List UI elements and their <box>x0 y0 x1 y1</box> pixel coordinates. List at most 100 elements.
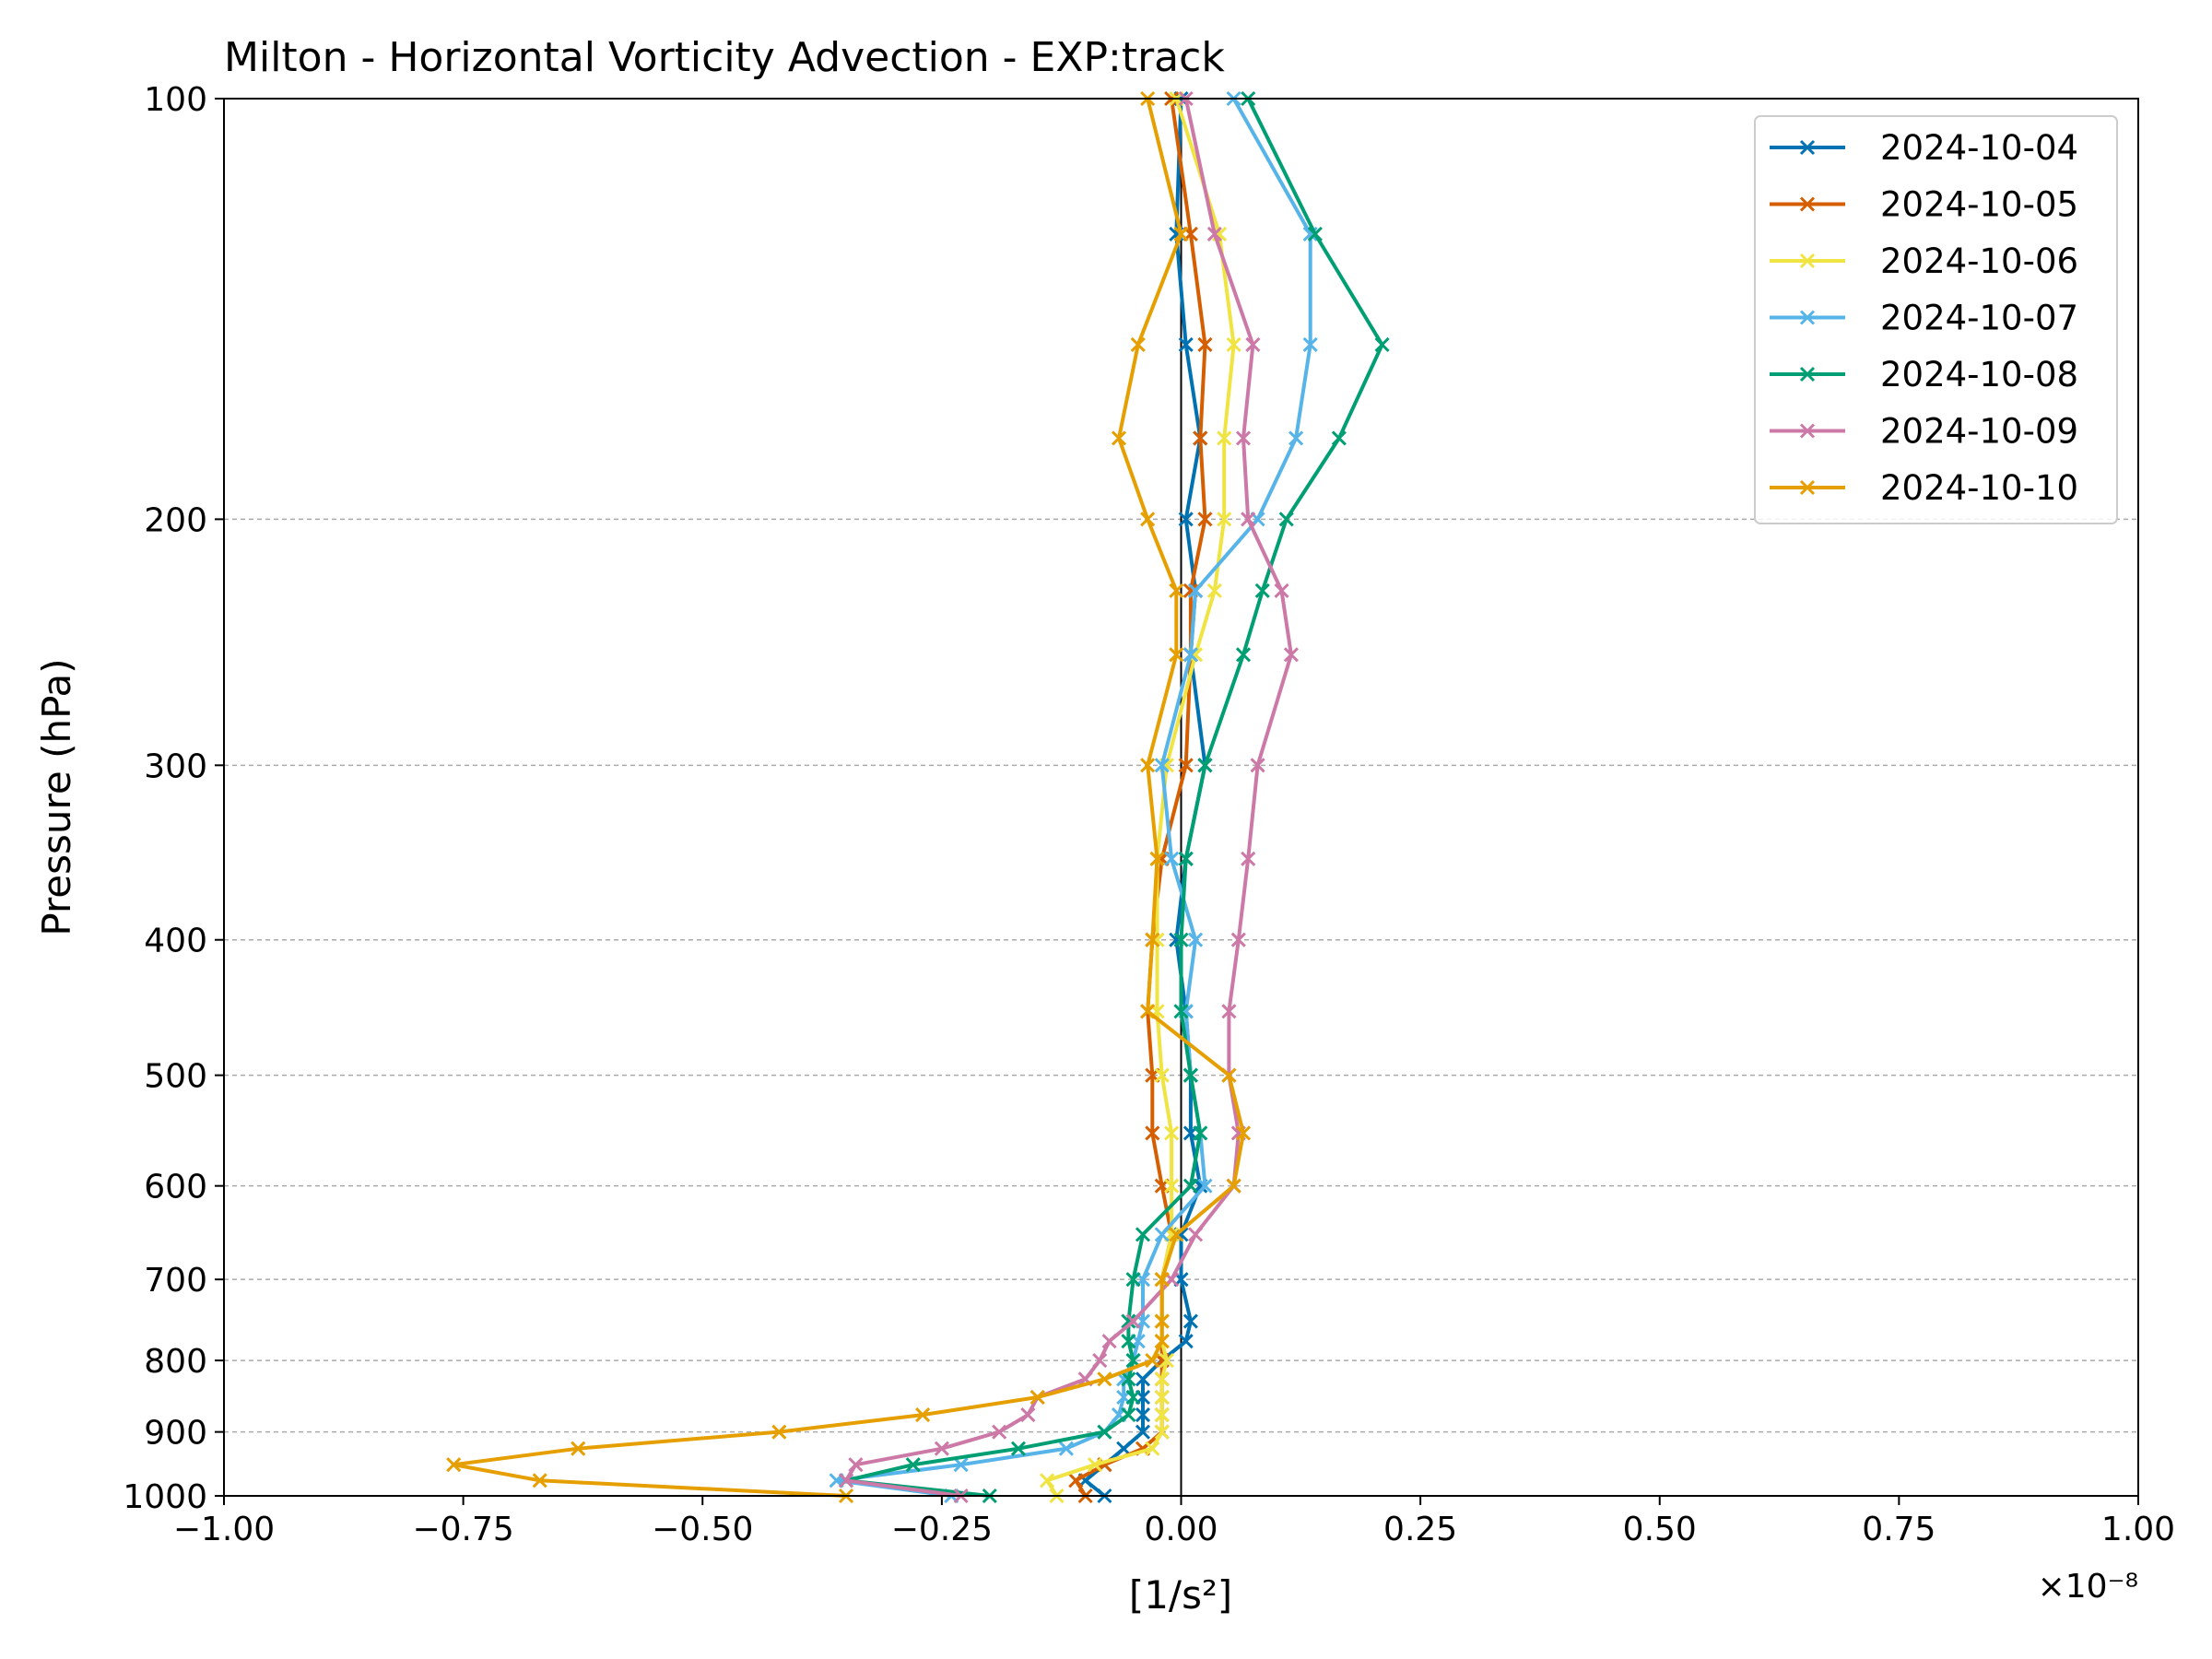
data-point-marker <box>1125 1313 1141 1329</box>
legend-entry: 2024-10-04 <box>1770 128 2078 168</box>
data-point-marker <box>1274 582 1289 598</box>
data-point-marker <box>1250 758 1265 773</box>
legend-label: 2024-10-06 <box>1880 241 2078 281</box>
data-point-marker <box>532 1473 547 1488</box>
data-point-marker <box>1288 430 1304 446</box>
y-tick-label: 800 <box>144 1343 207 1381</box>
data-point-marker <box>1217 430 1232 446</box>
x-tick-label: 0.25 <box>1383 1511 1457 1548</box>
data-point-marker <box>1245 336 1261 353</box>
data-point-marker <box>1154 758 1170 773</box>
y-tick-label: 600 <box>144 1169 207 1206</box>
data-point-marker <box>1030 1389 1045 1406</box>
data-point-marker <box>1058 1441 1074 1456</box>
data-point-marker <box>1010 1441 1027 1456</box>
data-point-marker <box>1226 336 1241 353</box>
y-tick-label: 1000 <box>123 1478 207 1516</box>
legend-entry: 2024-10-10 <box>1770 468 2078 508</box>
x-axis-label: [1/s²] <box>1129 1572 1232 1618</box>
data-point-marker <box>1226 1178 1241 1194</box>
data-point-marker <box>1140 1004 1156 1019</box>
data-point-marker <box>1154 1067 1170 1083</box>
legend-marker <box>1799 479 1816 496</box>
data-point-marker <box>1374 336 1390 353</box>
legend-label: 2024-10-04 <box>1880 128 2078 168</box>
data-point-marker <box>1164 851 1180 866</box>
legend-label: 2024-10-09 <box>1880 412 2078 452</box>
data-point-marker <box>1178 512 1194 527</box>
y-tick-label: 100 <box>144 81 207 119</box>
data-point-marker <box>1235 430 1252 446</box>
data-point-marker <box>1278 512 1294 527</box>
data-point-marker <box>1331 430 1347 446</box>
legend-marker <box>1799 253 1816 269</box>
data-point-marker <box>934 1441 949 1456</box>
data-point-marker <box>1206 226 1222 241</box>
data-point-marker <box>1302 336 1318 353</box>
data-point-marker <box>1182 1313 1198 1329</box>
data-point-marker <box>1154 1334 1170 1349</box>
data-point-marker <box>1068 1473 1084 1488</box>
data-point-marker <box>1145 932 1160 947</box>
data-point-marker <box>1145 1125 1160 1141</box>
legend-marker <box>1799 310 1816 325</box>
legend-frame <box>1754 115 2118 524</box>
data-point-marker <box>1140 758 1156 773</box>
data-point-marker <box>1197 512 1213 527</box>
data-point-marker <box>1040 1473 1055 1488</box>
data-point-marker <box>1241 512 1256 527</box>
data-point-marker <box>1145 1441 1160 1456</box>
data-point-marker <box>1135 1407 1151 1423</box>
data-point-marker <box>1087 1457 1103 1473</box>
data-point-marker <box>1197 1178 1213 1194</box>
data-point-marker <box>1173 226 1189 241</box>
data-point-marker <box>1111 430 1127 446</box>
x-axis-offset-label: ×10⁻⁸ <box>2038 1568 2138 1606</box>
data-point-marker <box>838 1473 854 1488</box>
data-point-marker <box>1173 932 1189 947</box>
data-point-marker <box>1178 1334 1194 1349</box>
data-point-marker <box>1092 1353 1108 1369</box>
x-tick-label: 1.00 <box>2101 1511 2175 1548</box>
legend-marker <box>1799 196 1816 212</box>
y-tick-label: 400 <box>144 923 207 960</box>
legend-entry: 2024-10-08 <box>1770 355 2078 394</box>
y-axis-ticks: 100 200 300 400 500 600 700 800 900 1000 <box>123 81 224 1516</box>
data-point-marker <box>1169 1227 1184 1242</box>
legend-entry: 2024-10-05 <box>1770 185 2078 225</box>
y-tick-label: 700 <box>144 1262 207 1300</box>
x-tick-label: −0.75 <box>412 1511 513 1548</box>
data-point-marker <box>1125 1272 1141 1288</box>
data-point-marker <box>1135 1227 1151 1242</box>
x-tick-label: 0.00 <box>1144 1511 1218 1548</box>
data-point-marker <box>1241 851 1256 866</box>
data-point-marker <box>1130 336 1146 353</box>
data-point-marker <box>1173 1004 1189 1019</box>
data-point-marker <box>1154 1313 1170 1329</box>
data-point-marker <box>1135 1371 1151 1387</box>
legend: 2024-10-04 2024-10-05 2024-10-06 2024-10-07… <box>1754 115 2118 524</box>
data-point-marker <box>953 1457 969 1473</box>
data-point-marker <box>1188 582 1204 598</box>
data-point-marker <box>771 1424 787 1440</box>
data-point-marker <box>1217 512 1232 527</box>
data-point-marker <box>1235 647 1252 663</box>
data-point-marker <box>1206 582 1222 598</box>
x-tick-label: −0.50 <box>652 1511 753 1548</box>
data-point-marker <box>1020 1407 1036 1423</box>
data-point-marker <box>1135 1424 1151 1440</box>
data-point-marker <box>1154 1389 1170 1406</box>
data-point-marker <box>1121 1371 1136 1387</box>
y-axis-label: Pressure (hPa) <box>34 658 79 935</box>
legend-entry: 2024-10-06 <box>1770 241 2078 281</box>
legend-label: 2024-10-05 <box>1880 185 2078 225</box>
data-point-marker <box>1254 582 1270 598</box>
data-point-marker <box>1121 1334 1136 1349</box>
data-point-marker <box>1125 1389 1141 1406</box>
data-point-marker <box>571 1441 586 1456</box>
y-tick-label: 200 <box>144 501 207 539</box>
data-point-marker <box>1182 647 1198 663</box>
data-point-marker <box>1164 1178 1180 1194</box>
data-point-marker <box>1145 1353 1160 1369</box>
data-point-marker <box>1159 1353 1174 1369</box>
